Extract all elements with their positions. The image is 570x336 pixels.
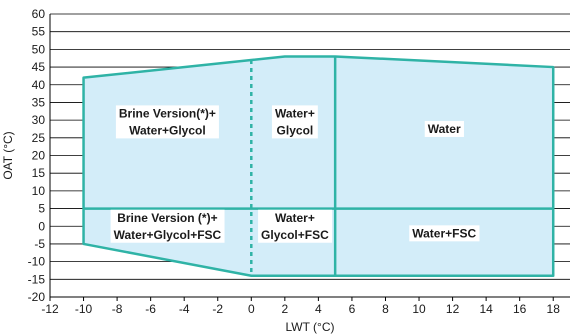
region-label-background [115, 105, 219, 139]
region-label-line: Brine Version (*)+ [117, 211, 217, 225]
region-brine-glycol-fsc: Brine Version (*)+ Water+Glycol+FSC [110, 209, 225, 243]
y-tick-label: -20 [28, 290, 46, 304]
region-label-line: Water+Glycol [129, 123, 206, 137]
region-labels: Brine Version(*)+Water+GlycolWater+Glyco… [110, 105, 480, 243]
y-tick-label: -5 [34, 237, 45, 251]
y-tick-label: 40 [32, 78, 46, 92]
y-tick-label: 0 [38, 219, 45, 233]
region-label-line: Water+ [275, 211, 315, 225]
x-tick-label: 6 [349, 302, 356, 316]
x-tick-label: 2 [281, 302, 288, 316]
x-tick-label: -6 [145, 302, 156, 316]
x-axis-title: LWT (°C) [285, 320, 334, 334]
region-label-background [271, 105, 318, 139]
region-label-line: Water+ [275, 106, 315, 120]
y-axis-title: OAT (°C) [1, 131, 15, 179]
x-tick-label: -8 [112, 302, 123, 316]
y-tick-label: 5 [38, 202, 45, 216]
y-tick-label: 25 [32, 131, 46, 145]
region-label-line: Water [428, 122, 461, 136]
x-tick-label: 16 [513, 302, 527, 316]
x-tick-label: -4 [179, 302, 190, 316]
region-water-glycol: Water+ Glycol [271, 105, 318, 139]
x-tick-label: 10 [412, 302, 426, 316]
axes [49, 14, 570, 298]
region-glycol-fsc: Water+ Glycol+FSC [258, 209, 333, 243]
x-tick-label: -10 [75, 302, 93, 316]
y-tick-label: 10 [32, 184, 46, 198]
y-axis-ticks: -20 -15 -10 -5 0 5 10 15 20 25 30 35 40 45 50 55 60 [28, 7, 46, 304]
x-tick-label: 14 [479, 302, 493, 316]
y-tick-label: 60 [32, 7, 46, 21]
region-label-line: Brine Version(*)+ [119, 106, 216, 120]
y-tick-label: 50 [32, 42, 46, 56]
x-tick-label: -2 [212, 302, 223, 316]
x-tick-label: 8 [382, 302, 389, 316]
y-tick-label: 20 [32, 149, 46, 163]
region-label-background [424, 120, 464, 137]
x-tick-label: 0 [248, 302, 255, 316]
y-tick-label: 35 [32, 95, 46, 109]
region-label-background [258, 209, 333, 243]
x-tick-label: 18 [547, 302, 561, 316]
y-tick-label: 15 [32, 166, 46, 180]
y-tick-label: 45 [32, 60, 46, 74]
region-water: Water [424, 120, 464, 137]
operating-envelope [82, 55, 555, 278]
region-boundaries [83, 56, 554, 276]
x-tick-label: 12 [446, 302, 460, 316]
region-water-fsc: Water+FSC [409, 225, 480, 242]
x-axis-ticks: -12 -10 -8 -6 -4 -2 0 2 4 6 8 10 12 14 16 18 [41, 297, 560, 316]
region-label-line: Glycol+FSC [261, 228, 329, 242]
y-tick-label: -15 [28, 272, 46, 286]
x-tick-label: 4 [315, 302, 322, 316]
region-label-line: Glycol [277, 123, 314, 137]
y-tick-label: -10 [28, 255, 46, 269]
region-label-background [409, 225, 480, 242]
y-tick-label: 30 [32, 113, 46, 127]
region-label-line: Water+Glycol+FSC [114, 228, 222, 242]
region-label-background [110, 209, 225, 243]
y-tick-label: 55 [32, 25, 46, 39]
x-tick-label: -12 [41, 302, 59, 316]
region-label-line: Water+FSC [412, 226, 476, 240]
region-brine-glycol: Brine Version(*)+ Water+Glycol [115, 105, 219, 139]
